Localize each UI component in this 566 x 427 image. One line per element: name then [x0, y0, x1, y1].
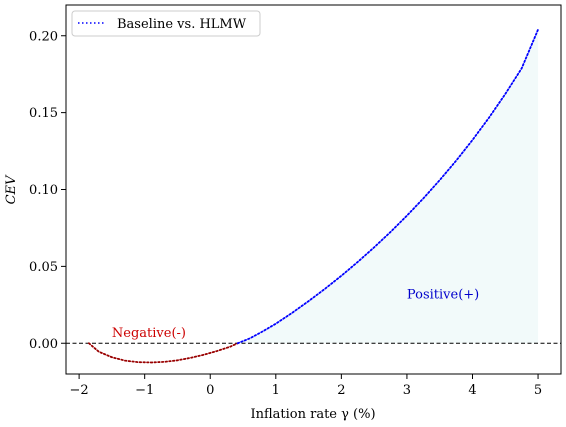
- annotation-positive: Positive(+): [407, 288, 479, 303]
- y-tick-label: 0.05: [29, 260, 58, 275]
- y-tick-label: 0.20: [29, 29, 58, 44]
- legend-box: [71, 10, 261, 37]
- y-tick-label: 0.10: [29, 183, 58, 198]
- x-tick-label: 2: [337, 383, 345, 398]
- series-layer: [88, 28, 539, 364]
- positive-fill-area: [88, 29, 539, 344]
- x-tick-label: 4: [468, 383, 476, 398]
- series-line-positive: [236, 28, 539, 345]
- annotation-layer: Negative(-) Positive(+): [112, 288, 479, 341]
- x-tick-label: −1: [135, 383, 154, 398]
- x-tick-label: −2: [70, 383, 89, 398]
- x-tick-label: 1: [272, 383, 280, 398]
- y-axis-label: CEV: [4, 174, 19, 204]
- legend: Baseline vs. HLMW: [71, 10, 261, 37]
- x-tick-label: 3: [403, 383, 411, 398]
- x-tick-label: 5: [534, 383, 542, 398]
- y-tick-label: 0.00: [29, 337, 58, 352]
- x-tick-label: 0: [206, 383, 214, 398]
- legend-entry-label: Baseline vs. HLMW: [117, 17, 247, 32]
- axes-layer: −2 −1 0 1 2 3 4 5 0.00 0.05 0.10 0.15 0.20: [29, 4, 562, 398]
- series-line-negative: [88, 342, 239, 364]
- annotation-negative: Negative(-): [112, 326, 186, 341]
- x-axis-label: Inflation rate γ (%): [250, 407, 375, 422]
- positive-fill-layer: [88, 29, 539, 344]
- y-tick-label: 0.15: [29, 106, 58, 121]
